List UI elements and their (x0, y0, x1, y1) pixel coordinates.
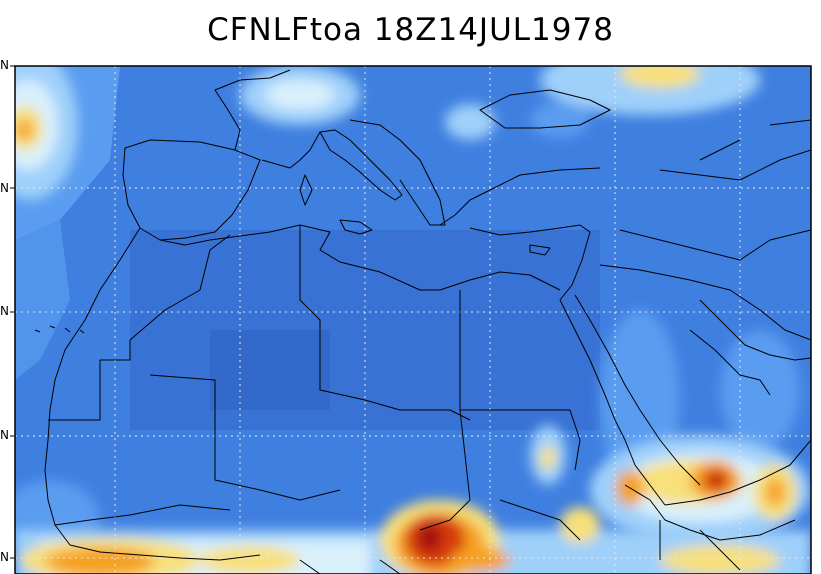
lat-tick-label: N (0, 58, 9, 72)
contour-field (15, 66, 811, 574)
map-frame (14, 65, 812, 574)
graticule (15, 66, 811, 574)
lat-tick-label: N (0, 428, 9, 442)
lat-ticks (10, 65, 15, 559)
map-title: CFNLFtoa 18Z14JUL1978 (207, 12, 614, 48)
lat-tick-label: N (0, 304, 9, 318)
lat-tick-label: N (0, 181, 9, 195)
coastlines (34, 69, 811, 574)
lat-tick-label: N (0, 550, 9, 564)
